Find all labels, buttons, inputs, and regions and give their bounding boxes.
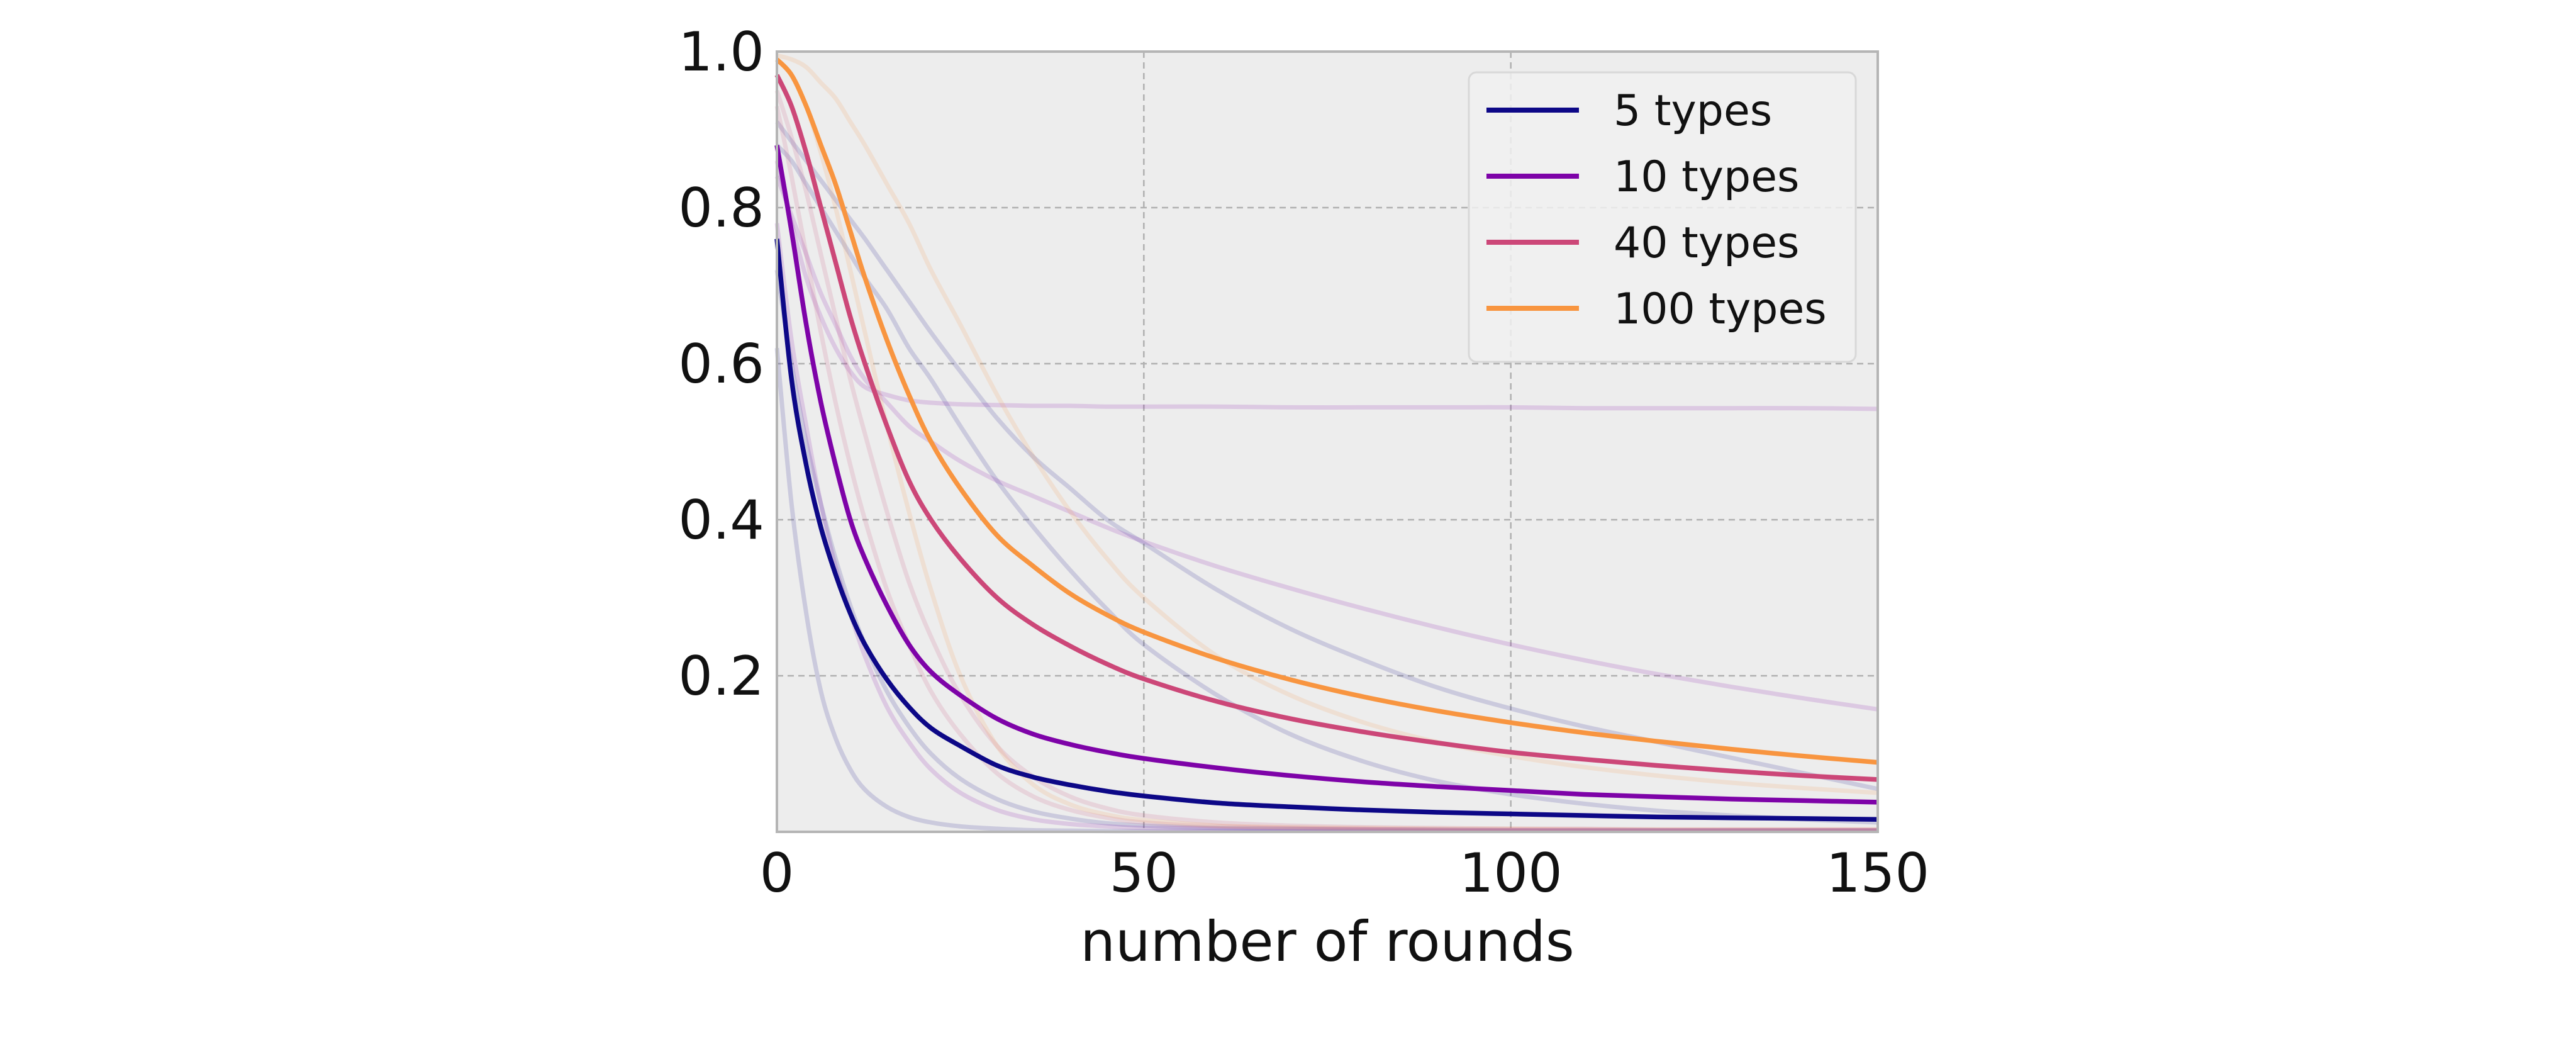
x-tick-label: 0 xyxy=(760,842,795,905)
faded-series-line xyxy=(775,143,1878,825)
x-axis-label: number of rounds xyxy=(1080,909,1575,974)
legend-label: 100 types xyxy=(1614,284,1827,334)
legend-label: 40 types xyxy=(1614,218,1799,268)
legend-label: 10 types xyxy=(1614,152,1799,202)
faded-series-line xyxy=(774,106,1878,833)
legend: 5 types 10 types 40 types 100 types xyxy=(1468,71,1857,363)
faded-series-line xyxy=(775,120,1878,792)
faded-series-line xyxy=(774,160,1878,412)
y-tick-label: 0.2 xyxy=(678,645,764,708)
faded-series-line xyxy=(774,223,1878,833)
series-line-5-types xyxy=(774,238,1878,822)
x-tick-label: 100 xyxy=(1459,842,1563,905)
faded-series-line xyxy=(774,269,1878,833)
plot-frame xyxy=(776,50,1879,833)
faded-series-line xyxy=(775,57,1878,832)
y-tick-label: 1.0 xyxy=(678,21,764,84)
y-tick-label: 0.8 xyxy=(678,177,764,240)
x-tick-label: 50 xyxy=(1110,842,1178,905)
series-line-100-types xyxy=(775,57,1878,765)
faded-series-line xyxy=(774,89,1878,832)
faded-series-line xyxy=(776,53,1878,795)
legend-label: 5 types xyxy=(1614,86,1772,136)
faded-series-line xyxy=(774,176,1878,712)
series-line-10-types xyxy=(774,145,1878,805)
series-lines xyxy=(774,57,1878,822)
y-tick-labels: 0.2 0.4 0.6 0.8 1.0 xyxy=(678,21,764,708)
x-tick-label: 150 xyxy=(1826,842,1929,905)
y-tick-label: 0.6 xyxy=(678,333,764,396)
legend-box xyxy=(1468,71,1857,363)
series-line-40-types xyxy=(774,74,1878,782)
faded-lines xyxy=(774,53,1878,834)
y-tick-label: 0.4 xyxy=(678,489,764,552)
x-tick-labels: 0 50 100 150 xyxy=(760,842,1929,905)
